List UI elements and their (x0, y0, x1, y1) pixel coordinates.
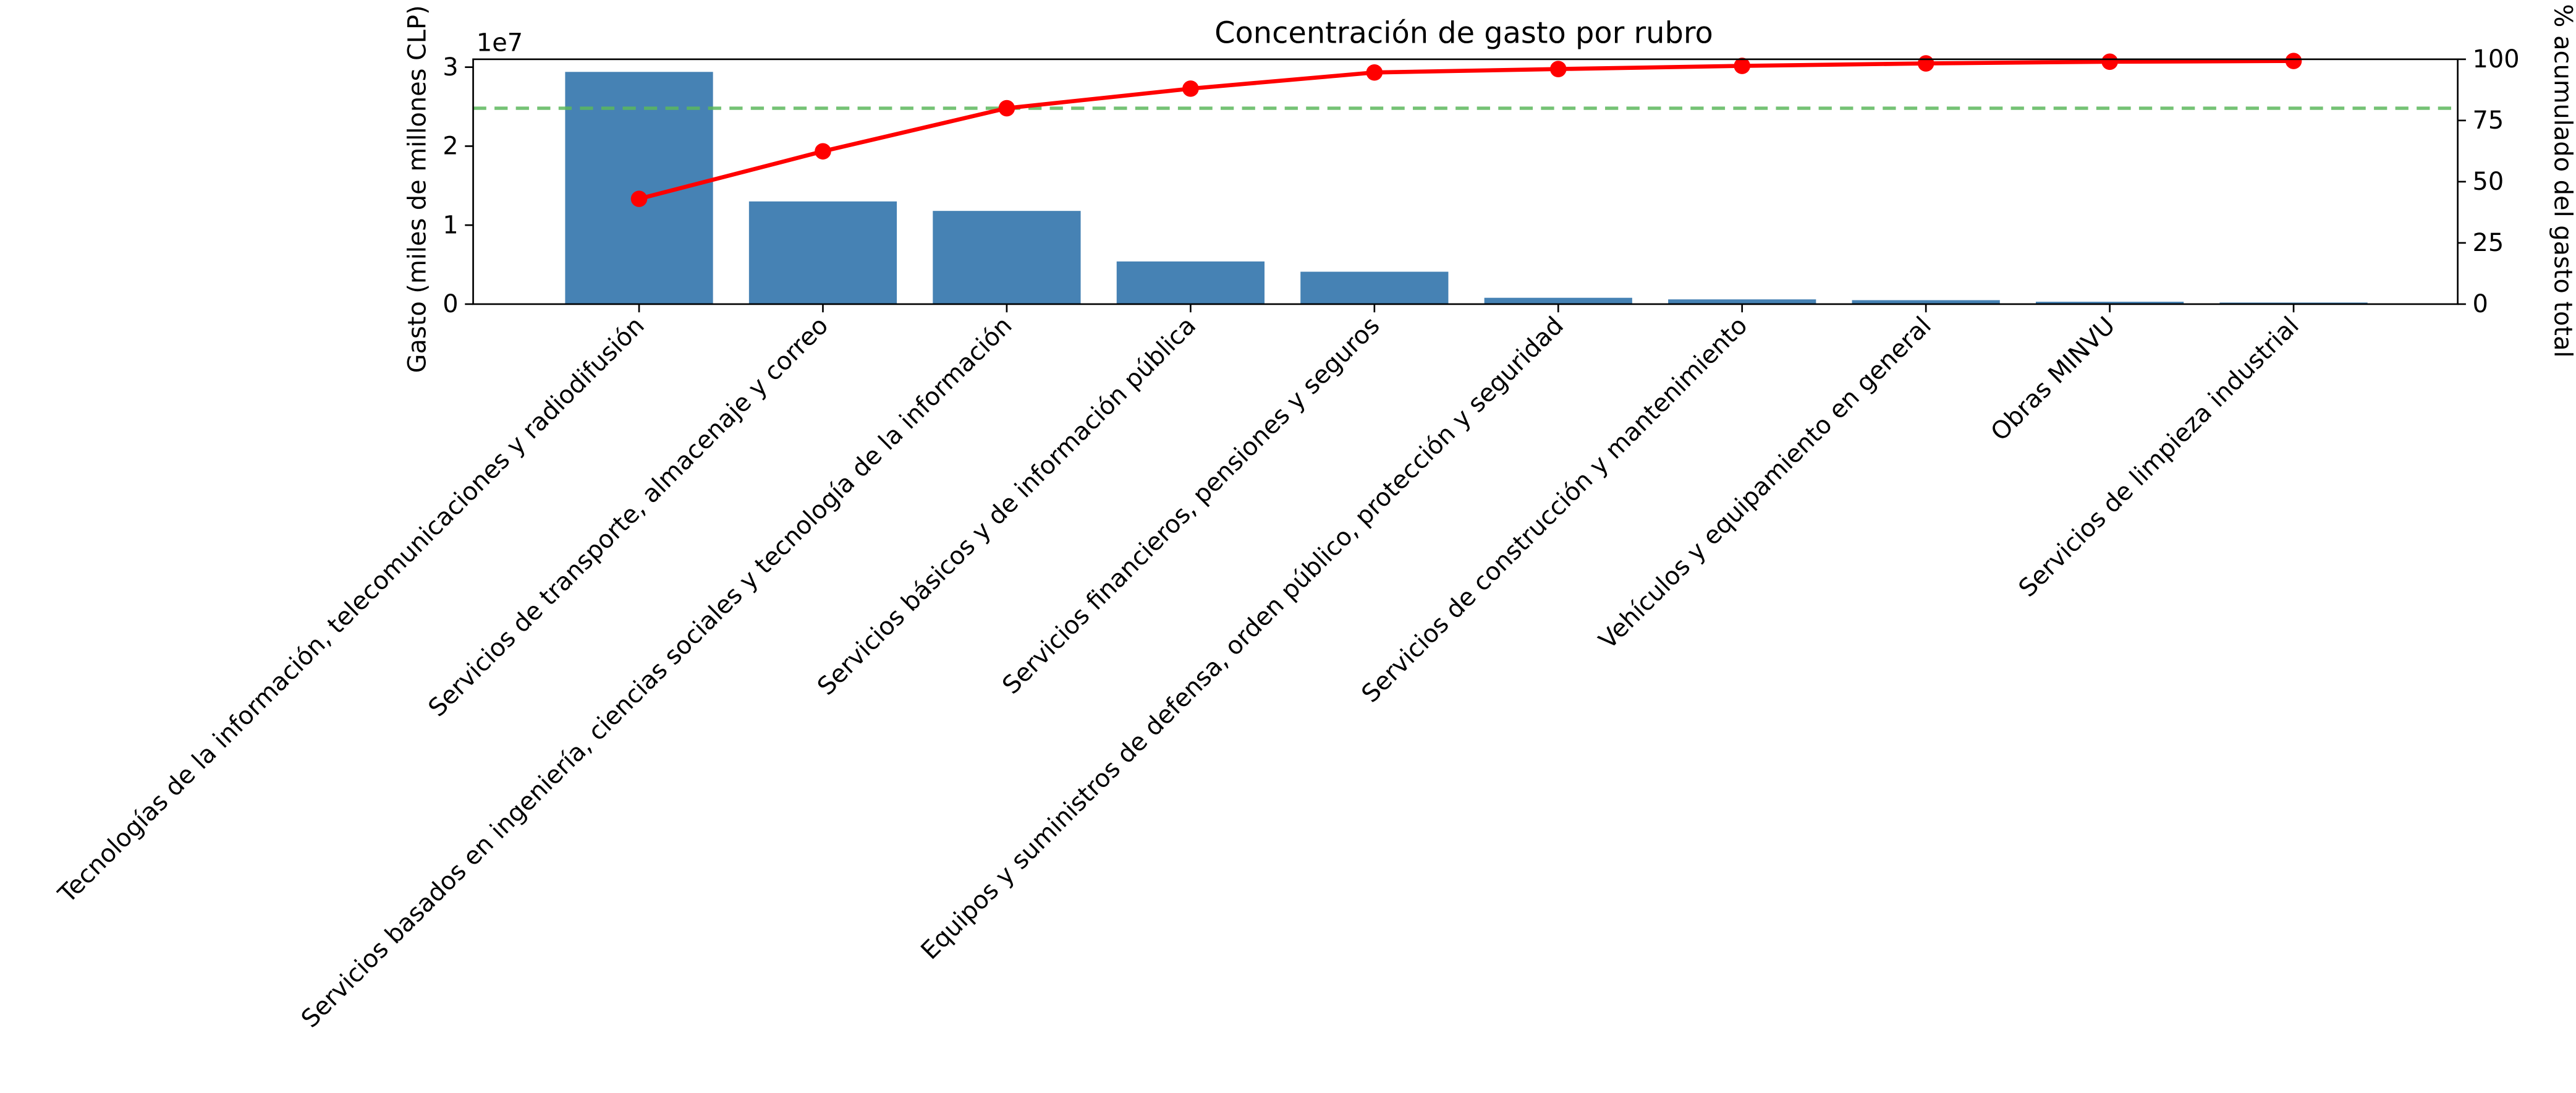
cumulative-point (998, 100, 1015, 117)
bar (748, 201, 897, 304)
bar (1116, 261, 1265, 304)
y2-tick-label: 25 (2473, 229, 2504, 257)
cumulative-point (630, 190, 648, 207)
bar (2035, 302, 2184, 304)
y2-tick-label: 100 (2473, 45, 2520, 74)
bar (933, 211, 1081, 304)
y-tick-label: 0 (443, 290, 458, 318)
bar (1852, 300, 2000, 304)
y2-tick-label: 75 (2473, 106, 2504, 135)
y2-tick-label: 0 (2473, 290, 2488, 318)
cumulative-point (815, 143, 831, 160)
chart-title: Concentración de gasto por rubro (1214, 16, 1713, 50)
cumulative-point (1734, 57, 1751, 74)
cumulative-point (2101, 53, 2118, 70)
y2-axis-label: % acumulado del gasto total (2548, 4, 2576, 358)
cumulative-point (2285, 53, 2302, 69)
cumulative-line (638, 59, 2294, 201)
bar (1484, 297, 1632, 304)
cumulative-point (1182, 80, 1199, 97)
cumulative-point (1917, 55, 1934, 72)
y-tick-label: 1 (443, 211, 458, 239)
y-axis-label: Gasto (miles de millones CLP) (403, 5, 431, 373)
cumulative-point (1549, 61, 1567, 77)
y-tick-label: 3 (443, 53, 458, 82)
y2-tick-label: 50 (2473, 168, 2504, 196)
cumulative-point (1366, 64, 1383, 81)
bar (1300, 271, 1449, 304)
bar (1668, 299, 1816, 304)
y-offset-label: 1e7 (477, 29, 523, 57)
y-tick-label: 2 (443, 132, 458, 161)
